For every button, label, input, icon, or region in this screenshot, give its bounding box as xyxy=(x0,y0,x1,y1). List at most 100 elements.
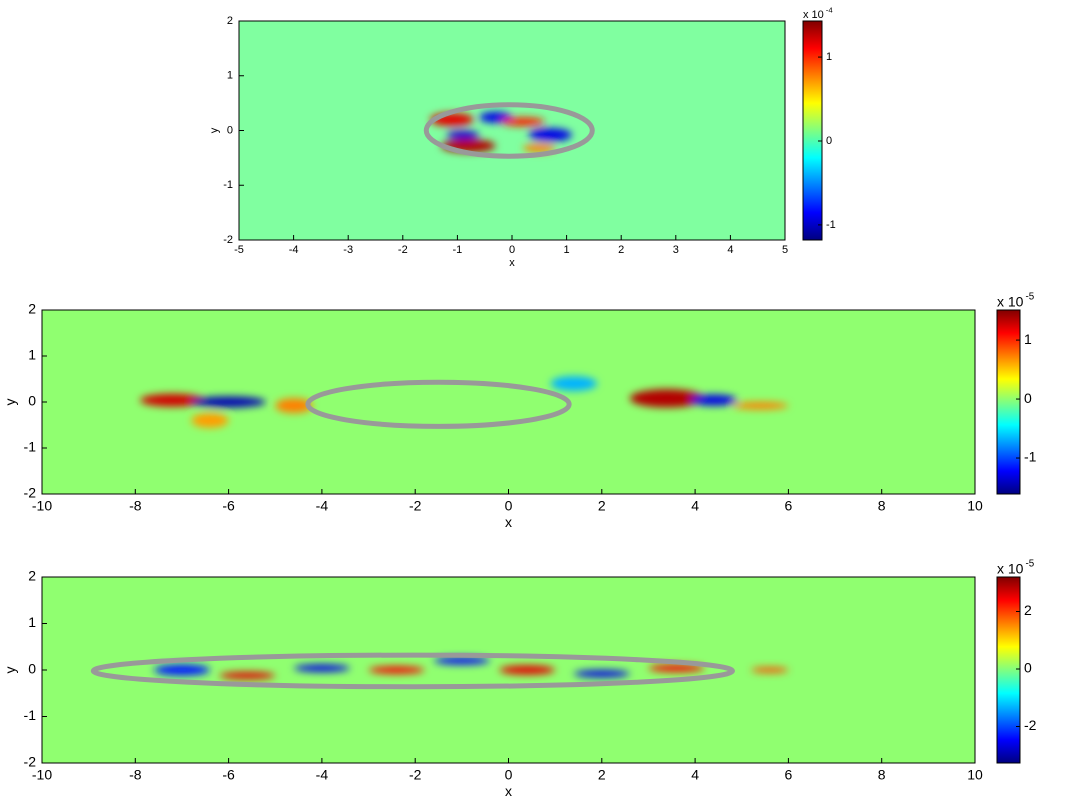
field-feature xyxy=(368,666,425,674)
y-tick-label: 0 xyxy=(28,661,36,677)
x-tick-label: -3 xyxy=(343,244,353,256)
field-feature xyxy=(732,402,789,410)
x-tick-label: -8 xyxy=(129,497,142,513)
x-axis-label: x xyxy=(509,257,515,269)
x-tick-label: 8 xyxy=(878,497,886,513)
colorbar xyxy=(996,309,1021,495)
y-tick-label: -2 xyxy=(24,754,37,770)
x-tick-label: -2 xyxy=(398,244,408,256)
x-tick-label: 4 xyxy=(691,766,699,782)
x-tick-label: -4 xyxy=(316,497,329,513)
field-feature xyxy=(648,664,705,672)
x-tick-label: 0 xyxy=(505,766,513,782)
colorbar-scale-base: x 10 xyxy=(803,9,824,21)
x-tick-label: 6 xyxy=(785,766,793,782)
y-axis-label: y xyxy=(2,399,18,406)
y-tick-label: 2 xyxy=(28,568,36,584)
x-tick-label: 1 xyxy=(564,244,570,256)
colorbar-tick-label: 0 xyxy=(826,135,832,147)
field-feature xyxy=(751,667,789,673)
field-feature xyxy=(191,396,266,408)
x-tick-label: 0 xyxy=(505,497,513,513)
y-tick-label: 2 xyxy=(28,301,36,317)
field-texture xyxy=(153,656,789,680)
x-tick-label: -2 xyxy=(409,497,422,513)
y-tick-label: -2 xyxy=(223,234,233,246)
x-axis-label: x xyxy=(505,514,512,530)
colorbar xyxy=(996,576,1021,764)
x-tick-label: 0 xyxy=(509,244,515,256)
x-tick-label: -1 xyxy=(453,244,463,256)
field-feature xyxy=(275,398,313,414)
field-feature xyxy=(573,670,630,678)
y-tick-label: 1 xyxy=(227,70,233,82)
field-feature xyxy=(219,671,276,680)
x-tick-label: -6 xyxy=(222,497,235,513)
y-axis-label: y xyxy=(2,667,18,674)
field-texture xyxy=(139,376,789,428)
x-tick-label: 10 xyxy=(967,497,983,513)
field-feature xyxy=(433,656,490,665)
colorbar-tick-label: 0 xyxy=(1024,660,1032,676)
y-tick-label: 2 xyxy=(227,15,233,27)
x-tick-label: 5 xyxy=(782,244,788,256)
colorbar-scale: x 10 -5 xyxy=(997,558,1035,576)
colorbar-scale-exponent: -5 xyxy=(1025,558,1034,569)
y-axis-label: y xyxy=(209,127,221,133)
field-background xyxy=(239,21,785,240)
field-feature xyxy=(629,389,705,408)
x-axis-label: x xyxy=(505,783,512,799)
field-texture xyxy=(430,111,573,153)
colorbar-tick-label: -1 xyxy=(1024,449,1037,465)
y-tick-label: -2 xyxy=(24,485,37,501)
body-outline xyxy=(90,652,735,690)
field-feature xyxy=(191,413,229,428)
y-tick-label: 0 xyxy=(28,393,36,409)
field-feature xyxy=(501,117,545,127)
x-tick-label: 10 xyxy=(967,766,983,782)
x-tick-label: 4 xyxy=(727,244,733,256)
x-tick-label: -2 xyxy=(409,766,422,782)
x-tick-label: 8 xyxy=(878,766,886,782)
x-tick-label: -10 xyxy=(32,766,52,782)
field-feature xyxy=(690,394,738,406)
x-tick-label: -4 xyxy=(289,244,299,256)
colorbar-tick-label: 1 xyxy=(826,51,832,63)
field-feature xyxy=(153,664,210,676)
x-tick-label: 2 xyxy=(598,497,606,513)
field-feature xyxy=(522,143,556,153)
x-tick-label: -5 xyxy=(234,244,244,256)
y-tick-label: 1 xyxy=(28,347,36,363)
x-tick-label: 2 xyxy=(618,244,624,256)
x-tick-label: 2 xyxy=(598,766,606,782)
field-feature xyxy=(550,376,598,391)
colorbar-scale-exponent: -5 xyxy=(1025,291,1034,302)
colorbar-scale-base: x 10 xyxy=(997,293,1024,309)
colorbar-tick-label: -2 xyxy=(1024,717,1037,733)
body-outline xyxy=(423,102,595,159)
x-tick-label: 6 xyxy=(785,497,793,513)
field-feature xyxy=(293,664,350,672)
x-tick-label: 4 xyxy=(691,497,699,513)
field-feature xyxy=(139,393,206,407)
y-tick-label: -1 xyxy=(24,439,37,455)
colorbar-tick-label: -1 xyxy=(826,219,836,231)
field-feature xyxy=(446,130,480,140)
colorbar-scale-exponent: -4 xyxy=(826,6,834,15)
y-tick-label: 0 xyxy=(227,124,233,136)
colorbar-scale-base: x 10 xyxy=(997,560,1024,576)
field-feature xyxy=(499,665,556,675)
colorbar-tick-label: 0 xyxy=(1024,390,1032,406)
x-tick-label: 3 xyxy=(673,244,679,256)
x-tick-label: -4 xyxy=(316,766,329,782)
x-tick-label: -10 xyxy=(32,497,52,513)
y-tick-label: -1 xyxy=(24,707,37,723)
colorbar-tick-label: 2 xyxy=(1024,602,1032,618)
body-outline xyxy=(305,379,572,429)
x-tick-label: -8 xyxy=(129,766,142,782)
colorbar xyxy=(802,20,823,241)
